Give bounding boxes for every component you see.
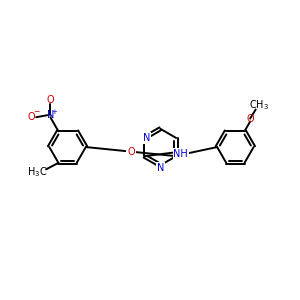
Text: O: O [127,147,135,157]
Text: O: O [27,112,35,122]
Text: N: N [46,110,54,120]
Text: O: O [246,114,254,124]
Text: NH: NH [173,149,188,159]
Text: +: + [51,109,57,115]
Text: N: N [157,163,164,173]
Text: O: O [46,95,54,105]
Text: N: N [143,133,151,143]
Text: CH$_3$: CH$_3$ [249,98,269,112]
Text: H$_3$C: H$_3$C [27,166,47,179]
Text: −: − [33,107,39,116]
